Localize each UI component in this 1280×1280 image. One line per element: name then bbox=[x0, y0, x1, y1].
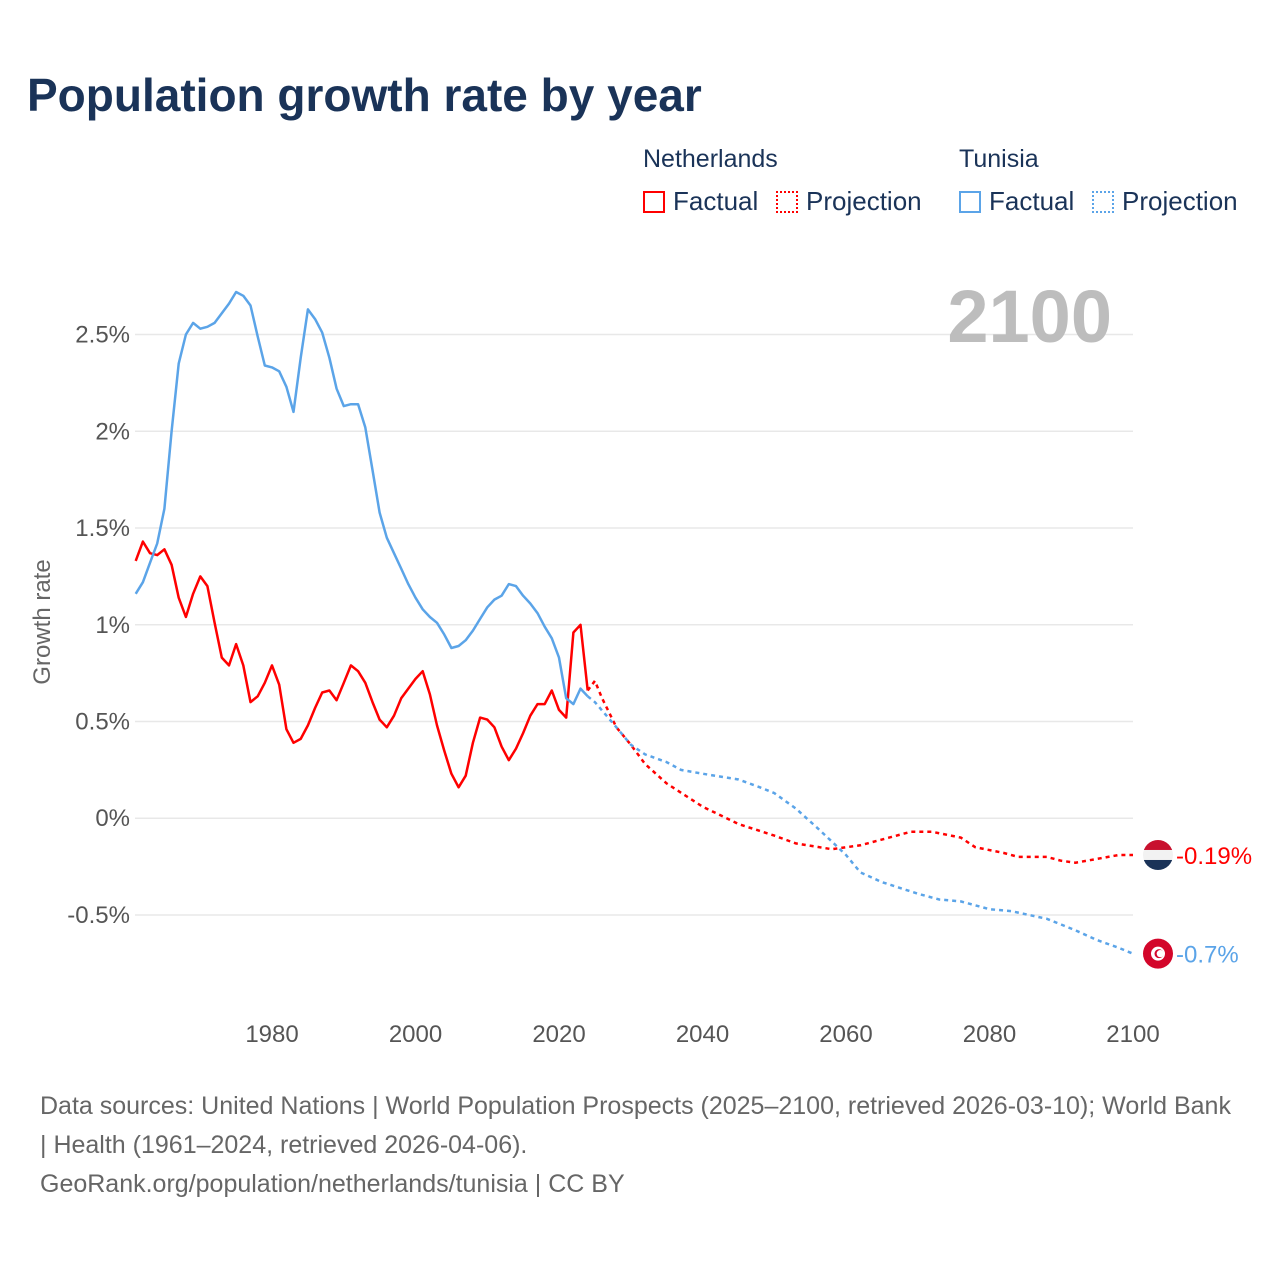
legend-label: Factual bbox=[673, 186, 759, 216]
tunisia-end-label: -0.7% bbox=[1176, 942, 1239, 969]
tunisia-factual-line bbox=[134, 290, 589, 706]
legend-swatch-solid bbox=[959, 190, 981, 213]
legend-swatch-dotted bbox=[776, 190, 798, 213]
x-tick-label: 2020 bbox=[532, 1021, 585, 1048]
credit-link[interactable]: GeoRank.org/population/netherlands/tunis… bbox=[40, 1170, 625, 1198]
netherlands-projection-line bbox=[586, 678, 1133, 864]
x-tick-label: 2040 bbox=[676, 1021, 729, 1048]
x-tick-label: 2100 bbox=[1106, 1021, 1159, 1048]
netherlands-flag-icon bbox=[1143, 839, 1173, 870]
data-sources: Data sources: United Nations | World Pop… bbox=[40, 1092, 1231, 1159]
x-tick-label: 2080 bbox=[963, 1021, 1016, 1048]
legend-swatch-solid bbox=[643, 190, 665, 213]
x-tick-label: 2000 bbox=[389, 1021, 442, 1048]
y-tick-label: 0% bbox=[95, 805, 130, 832]
netherlands-factual-line bbox=[134, 540, 589, 789]
y-axis-label: Growth rate bbox=[29, 559, 56, 684]
y-tick-label: 1% bbox=[95, 612, 130, 639]
y-tick-label: 0.5% bbox=[75, 708, 130, 735]
legend-netherlands-factual[interactable]: Factual bbox=[643, 186, 758, 217]
year-display: 2100 bbox=[947, 275, 1112, 358]
netherlands-end-label: -0.19% bbox=[1176, 843, 1252, 870]
legend-netherlands-projection[interactable]: Projection bbox=[776, 186, 922, 217]
legend-label: Projection bbox=[806, 186, 922, 216]
legend-tunisia-heading: Tunisia bbox=[959, 145, 1039, 173]
footer: Data sources: United Nations | World Pop… bbox=[40, 1087, 1240, 1204]
tunisia-projection-line bbox=[586, 695, 1134, 955]
legend-swatch-dotted bbox=[1092, 190, 1114, 213]
legend-tunisia-factual[interactable]: Factual bbox=[959, 186, 1074, 217]
x-tick-label: 2060 bbox=[819, 1021, 872, 1048]
legend-label: Factual bbox=[989, 186, 1075, 216]
chart-title: Population growth rate by year bbox=[27, 69, 702, 121]
y-tick-label: 2.5% bbox=[75, 322, 130, 349]
x-tick-label: 1980 bbox=[245, 1021, 298, 1048]
legend-netherlands-heading: Netherlands bbox=[643, 145, 778, 173]
y-tick-label: 2% bbox=[95, 418, 130, 445]
legend-tunisia-projection[interactable]: Projection bbox=[1092, 186, 1238, 217]
y-tick-label: -0.5% bbox=[67, 902, 130, 929]
y-tick-label: 1.5% bbox=[75, 515, 130, 542]
tunisia-flag-icon bbox=[1143, 938, 1173, 969]
legend-label: Projection bbox=[1122, 186, 1238, 216]
